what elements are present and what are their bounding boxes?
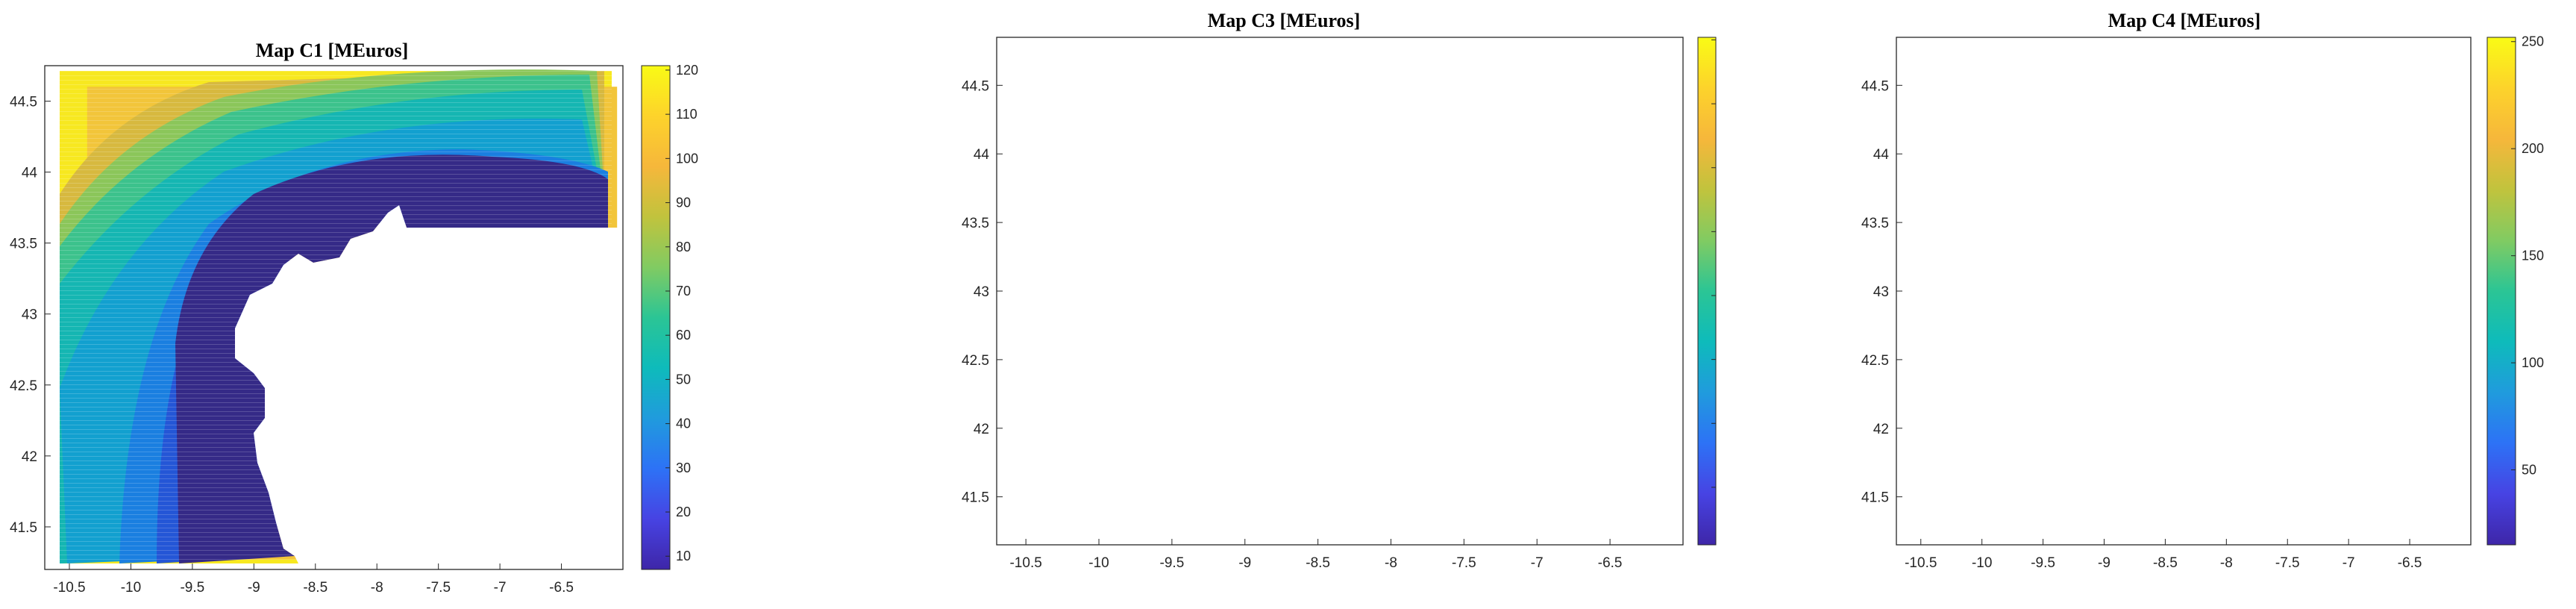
y-tick-label: 41.5 — [1861, 490, 1889, 506]
x-tick-label: -8.5 — [2153, 555, 2178, 571]
x-tick-label: -8 — [371, 580, 383, 596]
y-ticks: 41.5 42 42.5 43 43.5 44 44.5 — [1861, 78, 1902, 506]
y-ticks: 41.5 42 42.5 43 43.5 44 44.5 — [10, 95, 51, 536]
y-tick-label: 43.5 — [1861, 216, 1889, 231]
colorbar-gradient — [641, 65, 671, 570]
y-tick-label: 43.5 — [10, 237, 37, 252]
x-tick-label: -7.5 — [1452, 555, 1476, 571]
outer-mask — [1896, 37, 2471, 545]
x-tick-label: -7 — [1531, 555, 1544, 571]
x-tick-label: -9.5 — [1160, 555, 1185, 571]
chart-c3: Map C3 [MEuros] -10.5 -10 -9.5 -9 -8.5 -8 -7.5… — [962, 10, 1717, 571]
x-tick-label: -8 — [2220, 555, 2233, 571]
colorbar-tick-label: 70 — [676, 284, 691, 299]
x-tick-label: -10 — [121, 580, 141, 596]
y-tick-label: 42 — [22, 449, 37, 465]
x-ticks: -10.5 -10 -9.5 -9 -8.5 -8 -7.5 -7 -6.5 — [53, 563, 574, 596]
colorbar-tick-label: 40 — [676, 416, 691, 431]
x-tick-label: -10.5 — [53, 580, 85, 596]
x-tick-label: -9.5 — [180, 580, 204, 596]
x-tick-label: -10.5 — [1009, 555, 1041, 571]
x-tick-label: -9 — [1238, 555, 1251, 571]
y-tick-label: 42 — [1873, 422, 1889, 437]
chart-title: Map C1 [MEuros] — [256, 40, 409, 61]
chart-panel-c1: Map C1 [MEuros] -10.5 -10 -9.5 -9 -8.5 -8 -7.5… — [0, 0, 859, 609]
colorbar: 50 100 150 200 250 — [2486, 34, 2544, 546]
colorbar-tick-label: 60 — [676, 328, 691, 343]
colorbar-tick-label: 90 — [676, 196, 691, 210]
colorbar-tick-label: 150 — [2522, 249, 2544, 263]
colorbar-tick-label: 120 — [676, 63, 698, 78]
map-fill — [1896, 37, 2471, 545]
x-tick-label: -9 — [248, 580, 260, 596]
x-ticks: -10.5 -10 -9.5 -9 -8.5 -8 -7.5 -7 -6.5 — [1905, 539, 2422, 571]
y-tick-label: 43 — [22, 307, 37, 323]
x-tick-label: -6.5 — [1598, 555, 1623, 571]
chart-c1: Map C1 [MEuros] -10.5 -10 -9.5 -9 -8.5 -8 -7.5… — [10, 40, 698, 596]
y-tick-label: 42.5 — [962, 353, 989, 369]
x-ticks: -10.5 -10 -9.5 -9 -8.5 -8 -7.5 -7 -6.5 — [1009, 539, 1623, 571]
chart-title: Map C3 [MEuros] — [1208, 10, 1361, 31]
map-fill — [997, 37, 1683, 545]
y-tick-label: 41.5 — [962, 490, 989, 506]
x-tick-label: -7.5 — [2275, 555, 2300, 571]
x-tick-label: -10.5 — [1905, 555, 1937, 571]
y-tick-label: 44 — [974, 147, 990, 163]
map-fill — [60, 69, 623, 569]
y-tick-label: 43 — [974, 284, 989, 300]
y-tick-label: 44 — [22, 166, 38, 181]
x-tick-label: -7 — [2342, 555, 2355, 571]
outer-mask — [997, 37, 1683, 545]
x-tick-label: -7 — [494, 580, 507, 596]
plot-frame — [44, 65, 624, 570]
chart-panel-c4: Map C4 [MEuros] -10.5 -10 -9.5 -9 -8.5 -8 -7.5… — [1717, 0, 2576, 609]
x-tick-label: -8 — [1385, 555, 1397, 571]
x-tick-label: -10 — [1088, 555, 1109, 571]
y-tick-label: 41.5 — [10, 520, 37, 536]
y-tick-label: 43.5 — [962, 216, 989, 231]
colorbar-tick-label: 250 — [2522, 34, 2544, 49]
colorbar-tick-label: 100 — [676, 151, 698, 166]
colorbar: 450500550600650700750800 — [1697, 37, 1717, 546]
colorbar-tick-label: 10 — [676, 549, 691, 563]
x-tick-label: -6.5 — [2398, 555, 2422, 571]
colorbar-tick-label: 20 — [676, 505, 691, 519]
chart-c4: Map C4 [MEuros] -10.5 -10 -9.5 -9 -8.5 -8 -7.5… — [1861, 10, 2544, 571]
x-tick-label: -7.5 — [426, 580, 451, 596]
colorbar: 10 20 30 40 50 60 70 80 90 100 110 120 — [641, 63, 698, 570]
y-ticks: 41.5 42 42.5 43 43.5 44 44.5 — [962, 78, 1003, 506]
chart-panel-c3: Map C3 [MEuros] -10.5 -10 -9.5 -9 -8.5 -8 -7.5… — [859, 0, 1717, 609]
colorbar-tick-label: 80 — [676, 240, 691, 254]
y-tick-label: 44.5 — [10, 95, 37, 110]
x-tick-label: -8.5 — [303, 580, 328, 596]
y-tick-label: 44.5 — [1861, 78, 1889, 94]
y-tick-label: 43 — [1873, 284, 1889, 300]
x-tick-label: -9.5 — [2031, 555, 2055, 571]
y-tick-label: 42.5 — [10, 378, 37, 394]
colorbar-tick-label: 200 — [2522, 141, 2544, 156]
colorbar-tick-label: 50 — [2522, 463, 2536, 478]
colorbar-tick-label: 30 — [676, 460, 691, 475]
colorbar-tick-label: 110 — [676, 107, 698, 122]
chart-title: Map C4 [MEuros] — [2108, 10, 2261, 31]
colorbar-tick-label: 100 — [2522, 355, 2544, 370]
x-tick-label: -6.5 — [549, 580, 574, 596]
x-tick-label: -9 — [2098, 555, 2110, 571]
y-tick-label: 42.5 — [1861, 353, 1889, 369]
x-tick-label: -10 — [1972, 555, 1992, 571]
x-tick-label: -8.5 — [1306, 555, 1330, 571]
colorbar-gradient — [2486, 37, 2516, 546]
land-mask — [235, 205, 623, 569]
y-tick-label: 44 — [1873, 147, 1890, 163]
colorbar-tick-label: 50 — [676, 372, 691, 387]
colorbar-gradient — [1697, 37, 1717, 546]
y-tick-label: 42 — [974, 422, 989, 437]
y-tick-label: 44.5 — [962, 78, 989, 94]
